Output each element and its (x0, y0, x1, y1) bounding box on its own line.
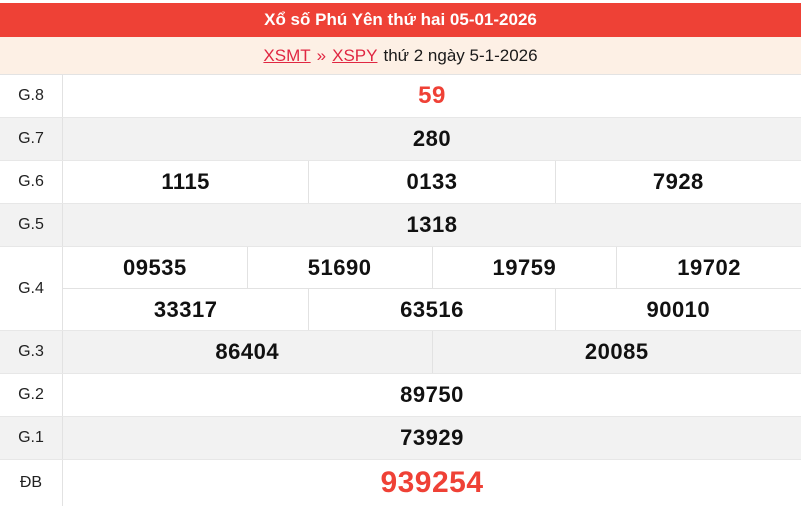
prize-label-g2: G.2 (0, 374, 63, 416)
prize-row-g7: G.7 280 (0, 118, 801, 161)
prize-number: 89750 (400, 382, 464, 407)
prize-number: 33317 (153, 296, 218, 322)
prize-label-g1: G.1 (0, 417, 63, 459)
prize-subrow: 09535 51690 19759 19702 (63, 247, 801, 288)
lottery-results-page: Xổ số Phú Yên thứ hai 05-01-2026 XSMT » … (0, 3, 801, 506)
prize-number: 63516 (400, 296, 464, 322)
breadcrumb-separator-icon: » (316, 45, 327, 65)
prize-number: 19702 (677, 254, 741, 280)
prize-number: 7928 (652, 169, 704, 194)
prize-row-g2: G.2 89750 (0, 374, 801, 417)
prize-number: 86404 (215, 339, 280, 364)
prize-row-db: ĐB 939254 (0, 460, 801, 506)
prize-label-g5: G.5 (0, 204, 63, 246)
prize-number: 90010 (646, 296, 711, 322)
prize-label-g8: G.8 (0, 75, 63, 117)
prize-label-db: ĐB (0, 460, 63, 506)
prize-row-g5: G.5 1318 (0, 204, 801, 247)
prize-number: 09535 (123, 254, 187, 280)
prize-row-g3: G.3 86404 20085 (0, 331, 801, 374)
breadcrumb-link-xspy[interactable]: XSPY (332, 45, 378, 65)
prize-number-special: 939254 (380, 466, 484, 499)
prize-row-g8: G.8 59 (0, 75, 801, 118)
page-title: Xổ số Phú Yên thứ hai 05-01-2026 (264, 10, 537, 29)
breadcrumb-date: thứ 2 ngày 5-1-2026 (383, 45, 538, 65)
prize-subrow: 33317 63516 90010 (63, 288, 801, 330)
breadcrumb-link-xsmt[interactable]: XSMT (263, 45, 311, 65)
prize-number: 0133 (406, 169, 458, 194)
results-table: G.8 59 G.7 280 G.6 1115 0133 7928 G.5 13… (0, 75, 801, 506)
prize-row-g1: G.1 73929 (0, 417, 801, 460)
prize-number: 280 (412, 126, 452, 151)
prize-number: 59 (418, 82, 446, 109)
prize-row-g4: G.4 09535 51690 19759 19702 33317 63516 … (0, 247, 801, 331)
prize-number: 20085 (584, 339, 649, 364)
prize-number: 73929 (400, 425, 464, 450)
prize-number: 1318 (406, 212, 458, 237)
prize-label-g3: G.3 (0, 331, 63, 373)
breadcrumb: XSMT » XSPY thứ 2 ngày 5-1-2026 (0, 37, 801, 75)
prize-label-g7: G.7 (0, 118, 63, 160)
prize-label-g4: G.4 (0, 247, 63, 330)
prize-label-g6: G.6 (0, 161, 63, 203)
prize-row-g6: G.6 1115 0133 7928 (0, 161, 801, 204)
prize-number: 19759 (492, 254, 557, 280)
prize-number: 1115 (161, 169, 210, 194)
prize-number: 51690 (307, 254, 372, 280)
page-header: Xổ số Phú Yên thứ hai 05-01-2026 (0, 3, 801, 37)
